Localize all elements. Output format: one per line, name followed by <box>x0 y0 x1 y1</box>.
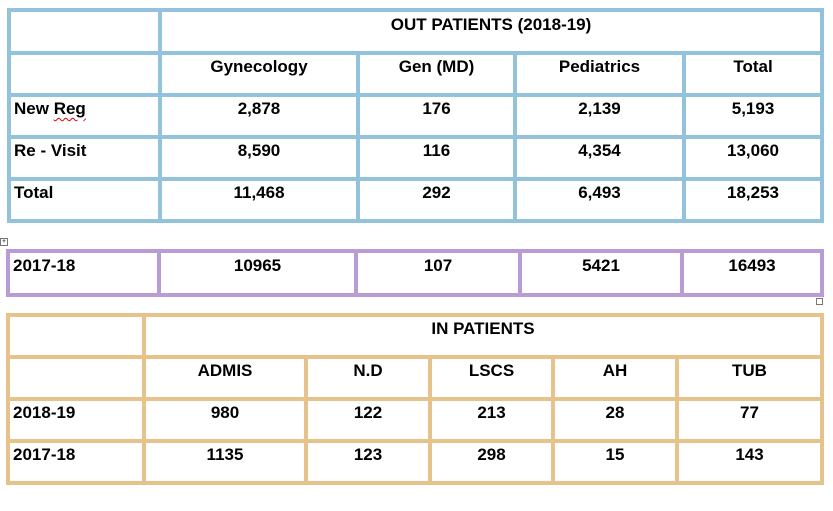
table-resize-handle-icon[interactable] <box>816 298 823 305</box>
column-header[interactable]: ADMIS <box>142 355 308 401</box>
table-row: IN PATIENTS <box>6 313 824 359</box>
table-cell[interactable]: 5421 <box>518 249 684 297</box>
in-patients-title[interactable]: IN PATIENTS <box>142 313 824 359</box>
table-cell[interactable]: 15 <box>551 439 679 485</box>
table-cell[interactable]: 980 <box>142 397 308 443</box>
table-move-handle-icon[interactable]: + <box>0 238 8 246</box>
table-cell[interactable]: 11,468 <box>158 177 360 223</box>
table-cell[interactable]: 16493 <box>680 249 824 297</box>
table-cell[interactable]: 18,253 <box>681 177 825 223</box>
table-cell[interactable]: 77 <box>675 397 824 443</box>
table-row: OUT PATIENTS (2018-19) <box>7 8 825 55</box>
out-patients-title[interactable]: OUT PATIENTS (2018-19) <box>157 8 825 55</box>
row-label[interactable]: 2017-18 <box>6 249 161 297</box>
table-cell[interactable]: 123 <box>304 439 432 485</box>
table-row: Gynecology Gen (MD) Pediatrics Total <box>7 51 825 97</box>
table-row: Re - Visit 8,590 116 4,354 13,060 <box>7 135 825 181</box>
table-cell[interactable]: 1135 <box>142 439 308 485</box>
table-cell[interactable]: 5,193 <box>681 93 825 139</box>
column-header[interactable]: LSCS <box>428 355 555 401</box>
corner-cell[interactable] <box>7 8 162 55</box>
row-label[interactable]: New Reg <box>7 93 162 139</box>
column-header[interactable]: Gen (MD) <box>356 51 517 97</box>
table-row: Total 11,468 292 6,493 18,253 <box>7 177 825 223</box>
out-patients-table: OUT PATIENTS (2018-19) Gynecology Gen (M… <box>7 8 825 223</box>
table-row: 2017-18 1135 123 298 15 143 <box>6 439 824 485</box>
comparison-table: 2017-18 10965 107 5421 16493 <box>6 249 824 297</box>
corner-cell[interactable] <box>6 313 146 359</box>
in-patients-table: IN PATIENTS ADMIS N.D LSCS AH TUB 2018-1… <box>6 313 824 485</box>
row-label[interactable]: 2018-19 <box>6 397 146 443</box>
column-header[interactable]: Pediatrics <box>513 51 686 97</box>
table-cell[interactable]: 213 <box>428 397 555 443</box>
spellcheck-word: Reg <box>53 99 86 118</box>
table-row: 2018-19 980 122 213 28 77 <box>6 397 824 443</box>
table-row: 2017-18 10965 107 5421 16493 <box>6 249 824 297</box>
column-header[interactable]: TUB <box>675 355 824 401</box>
table-row: New Reg 2,878 176 2,139 5,193 <box>7 93 825 139</box>
table-cell[interactable]: 2,878 <box>158 93 360 139</box>
row-label[interactable]: Total <box>7 177 162 223</box>
table-cell[interactable]: 13,060 <box>681 135 825 181</box>
table-cell[interactable]: 6,493 <box>513 177 686 223</box>
table-cell[interactable]: 292 <box>356 177 517 223</box>
column-header[interactable]: Gynecology <box>158 51 360 97</box>
row-label-text: New Reg <box>14 99 86 118</box>
table-cell[interactable]: 116 <box>356 135 517 181</box>
column-header[interactable]: N.D <box>304 355 432 401</box>
header-blank-cell[interactable] <box>6 355 146 401</box>
table-cell[interactable]: 107 <box>354 249 522 297</box>
column-header[interactable]: Total <box>681 51 825 97</box>
table-cell[interactable]: 2,139 <box>513 93 686 139</box>
table-cell[interactable]: 176 <box>356 93 517 139</box>
row-label[interactable]: Re - Visit <box>7 135 162 181</box>
table-cell[interactable]: 298 <box>428 439 555 485</box>
table-cell[interactable]: 10965 <box>157 249 358 297</box>
table-cell[interactable]: 8,590 <box>158 135 360 181</box>
table-cell[interactable]: 143 <box>675 439 824 485</box>
table-cell[interactable]: 28 <box>551 397 679 443</box>
table-cell[interactable]: 122 <box>304 397 432 443</box>
column-header[interactable]: AH <box>551 355 679 401</box>
row-label[interactable]: 2017-18 <box>6 439 146 485</box>
table-cell[interactable]: 4,354 <box>513 135 686 181</box>
header-blank-cell[interactable] <box>7 51 162 97</box>
table-row: ADMIS N.D LSCS AH TUB <box>6 355 824 401</box>
